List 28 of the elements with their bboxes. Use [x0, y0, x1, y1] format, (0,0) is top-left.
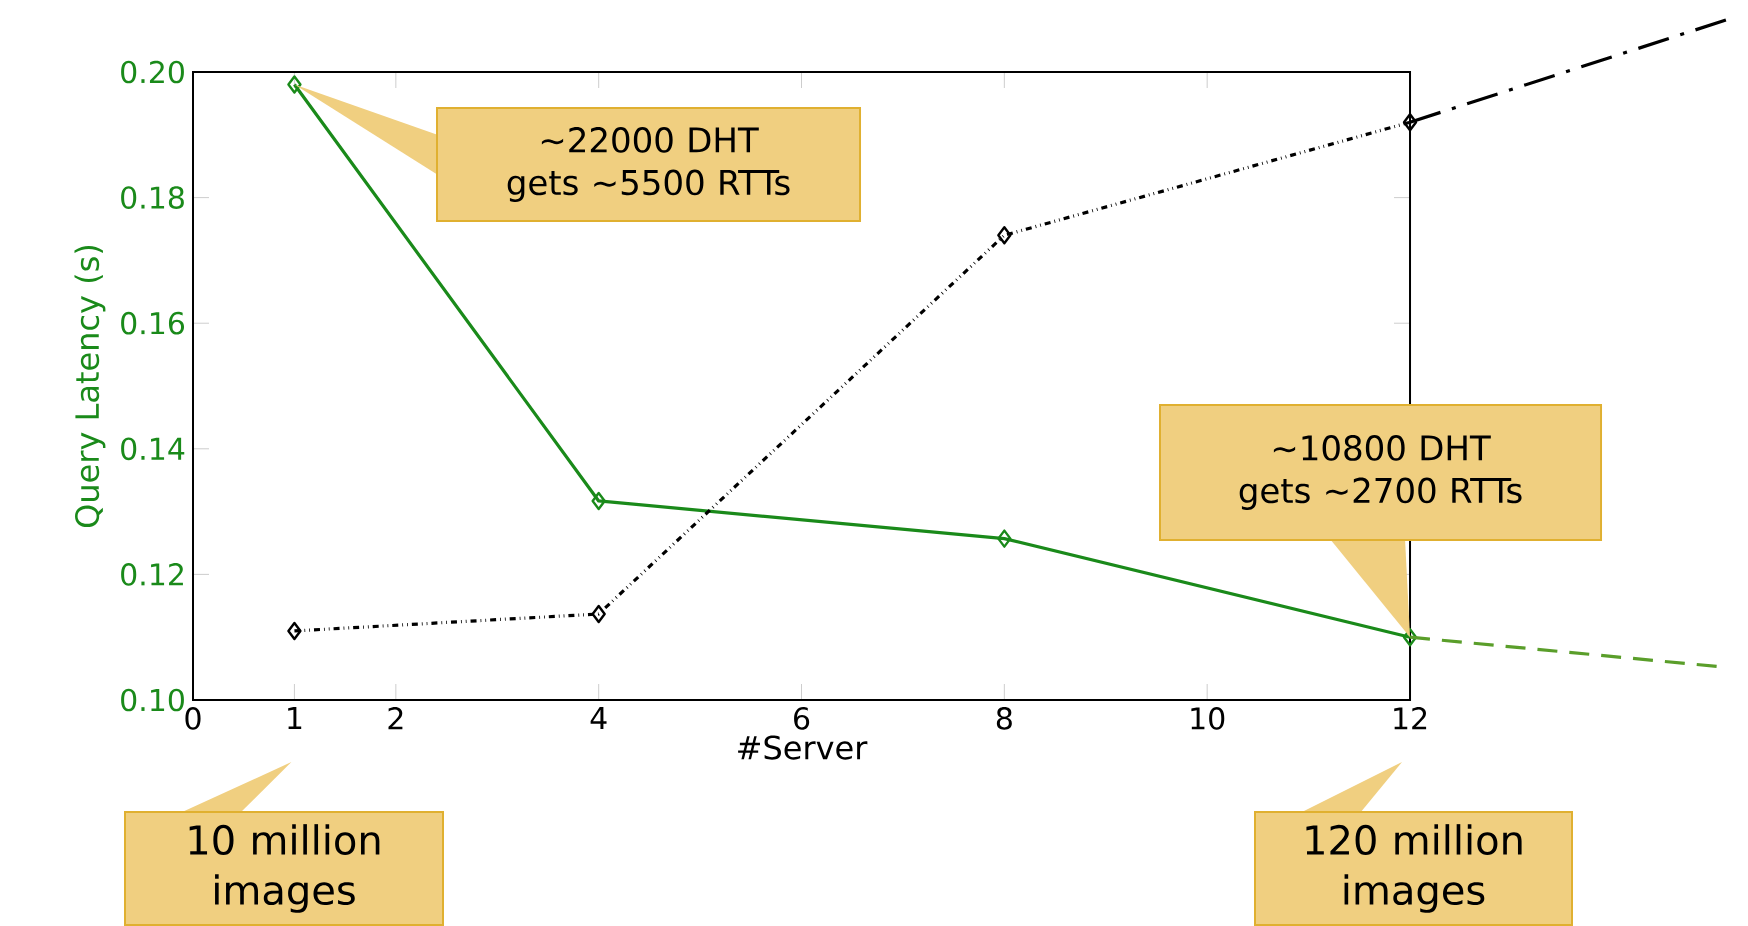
annotation: ~22000 DHT gets ~5500 RTTs — [507, 127, 790, 202]
point — [997, 226, 1012, 245]
point — [1402, 628, 1418, 647]
point — [591, 604, 606, 624]
x-axis-title: #Server — [738, 735, 868, 760]
point — [591, 491, 606, 511]
text: 10 million images — [189, 824, 380, 913]
x-tick-label: 4 — [590, 707, 607, 729]
y-tick-label: 0.10 — [121, 688, 184, 712]
x-tick-label: 6 — [794, 707, 810, 730]
point — [287, 621, 302, 641]
point — [997, 529, 1012, 548]
y-tick-label: 0.16 — [121, 311, 185, 335]
point — [1402, 113, 1418, 132]
x-tick-label: 12 — [1394, 707, 1427, 730]
text: 120 million images — [1306, 824, 1522, 913]
x-tick-label: 0 — [185, 707, 201, 730]
annotation: ~10800 DHT gets ~2700 RTTs — [1239, 435, 1522, 510]
y-tick-label: 0.20 — [121, 60, 184, 84]
x-tick-label: 10 — [1191, 707, 1225, 730]
point — [287, 75, 302, 94]
x-tick-label: 1 — [288, 707, 302, 729]
y-tick-label: 0.18 — [121, 186, 184, 209]
y-axis-title: Query Latency (s) — [74, 245, 106, 528]
x-tick-label: 8 — [996, 707, 1012, 730]
x-tick-label: 2 — [388, 707, 403, 730]
y-tick-label: 0.14 — [121, 437, 185, 461]
y-tick-label: 0.12 — [121, 563, 183, 586]
